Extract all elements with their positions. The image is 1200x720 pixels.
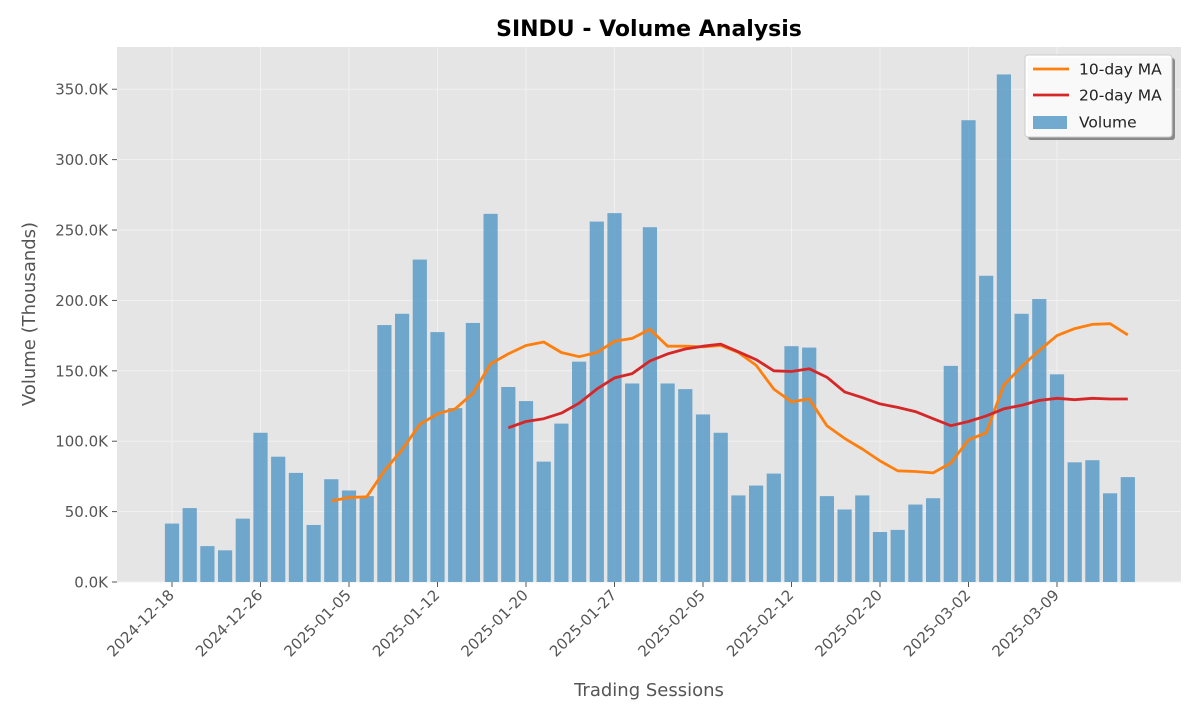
volume-bar <box>554 423 569 582</box>
volume-bar <box>536 461 551 582</box>
volume-bar <box>1120 477 1135 582</box>
volume-bar <box>802 347 817 582</box>
x-tick-label: 2025-02-20 <box>811 586 885 660</box>
x-tick-label: 2025-01-20 <box>457 586 531 660</box>
volume-bar <box>253 432 268 582</box>
volume-bar <box>306 524 321 582</box>
volume-bar <box>855 495 870 582</box>
volume-bar <box>164 523 180 582</box>
volume-bar <box>1032 299 1047 582</box>
x-tick-label: 2025-03-09 <box>988 586 1062 660</box>
volume-bar <box>288 472 303 582</box>
volume-bar <box>890 529 905 582</box>
volume-bar <box>926 498 941 582</box>
y-tick-label: 250.0K <box>55 222 109 240</box>
volume-bar <box>589 221 604 582</box>
volume-bar <box>908 504 923 582</box>
volume-bar <box>200 546 215 582</box>
volume-bar <box>448 408 463 582</box>
x-tick-label: 2024-12-26 <box>192 586 266 660</box>
volume-bar <box>1085 460 1100 582</box>
ma20-line <box>507 342 1128 430</box>
x-tick-label: 2025-01-12 <box>369 586 443 660</box>
volume-bar <box>1067 462 1082 582</box>
legend: 10-day MA 20-day MA Volume <box>1024 54 1175 140</box>
x-tick-label: 2024-12-18 <box>103 586 177 660</box>
y-tick-label: 300.0K <box>55 151 109 169</box>
x-tick-label: 2025-03-02 <box>900 586 974 660</box>
volume-bar <box>235 518 250 582</box>
volume-bar <box>660 383 675 582</box>
volume-bar <box>182 508 197 582</box>
legend-label: 20-day MA <box>1079 87 1162 105</box>
volume-bar <box>377 325 392 582</box>
volume-bar <box>412 259 427 582</box>
volume-bar <box>819 496 834 582</box>
x-axis: 2024-12-18 2024-12-26 2025-01-05 2025-01-12… <box>103 582 1063 660</box>
volume-bar <box>607 213 622 582</box>
x-axis-label: Trading Sessions <box>573 680 724 701</box>
chart-title: SINDU - Volume Analysis <box>496 17 802 42</box>
y-tick-label: 100.0K <box>55 433 109 451</box>
volume-bar <box>1103 493 1118 582</box>
volume-bar <box>518 401 534 582</box>
volume-bar <box>996 74 1011 582</box>
volume-bar <box>678 389 693 582</box>
volume-bar <box>872 532 888 582</box>
volume-bar <box>642 227 657 583</box>
volume-bar <box>501 387 516 582</box>
y-tick-label: 350.0K <box>55 81 109 99</box>
volume-bar <box>1014 313 1029 582</box>
x-tick-label: 2025-02-05 <box>634 586 708 660</box>
volume-bar <box>324 479 339 582</box>
x-tick-label: 2025-02-12 <box>723 586 797 660</box>
volume-bar <box>731 495 746 582</box>
volume-bar <box>784 346 799 582</box>
volume-bars <box>164 74 1135 583</box>
moving-average-lines <box>331 322 1129 503</box>
volume-bar <box>695 414 711 582</box>
volume-bar <box>961 120 976 583</box>
volume-bar <box>359 496 374 582</box>
volume-bar <box>837 509 852 582</box>
y-axis: 0.0K 50.0K 100.0K 150.0K 200.0K 250.0K 300.0K 3… <box>55 81 117 592</box>
volume-bar <box>572 361 587 582</box>
y-tick-label: 150.0K <box>55 362 109 380</box>
volume-bar <box>749 485 764 582</box>
x-tick-label: 2025-01-27 <box>546 586 620 660</box>
legend-label: 10-day MA <box>1079 61 1162 79</box>
legend-swatch <box>1033 116 1067 129</box>
volume-bar <box>465 322 480 582</box>
volume-bar <box>1049 374 1065 582</box>
volume-bar <box>943 365 958 582</box>
volume-bar <box>766 473 781 582</box>
volume-bar <box>483 213 498 583</box>
volume-bar <box>713 432 728 582</box>
y-tick-label: 0.0K <box>74 574 109 592</box>
legend-label: Volume <box>1079 114 1137 132</box>
y-axis-label: Volume (Thousands) <box>19 222 40 406</box>
y-tick-label: 200.0K <box>55 292 109 310</box>
volume-bar <box>625 383 640 582</box>
x-tick-label: 2025-01-05 <box>280 586 354 660</box>
volume-bar <box>430 332 445 582</box>
volume-bar <box>271 456 286 582</box>
y-tick-label: 50.0K <box>65 503 109 521</box>
volume-bar <box>218 550 233 582</box>
volume-bar <box>341 490 357 582</box>
